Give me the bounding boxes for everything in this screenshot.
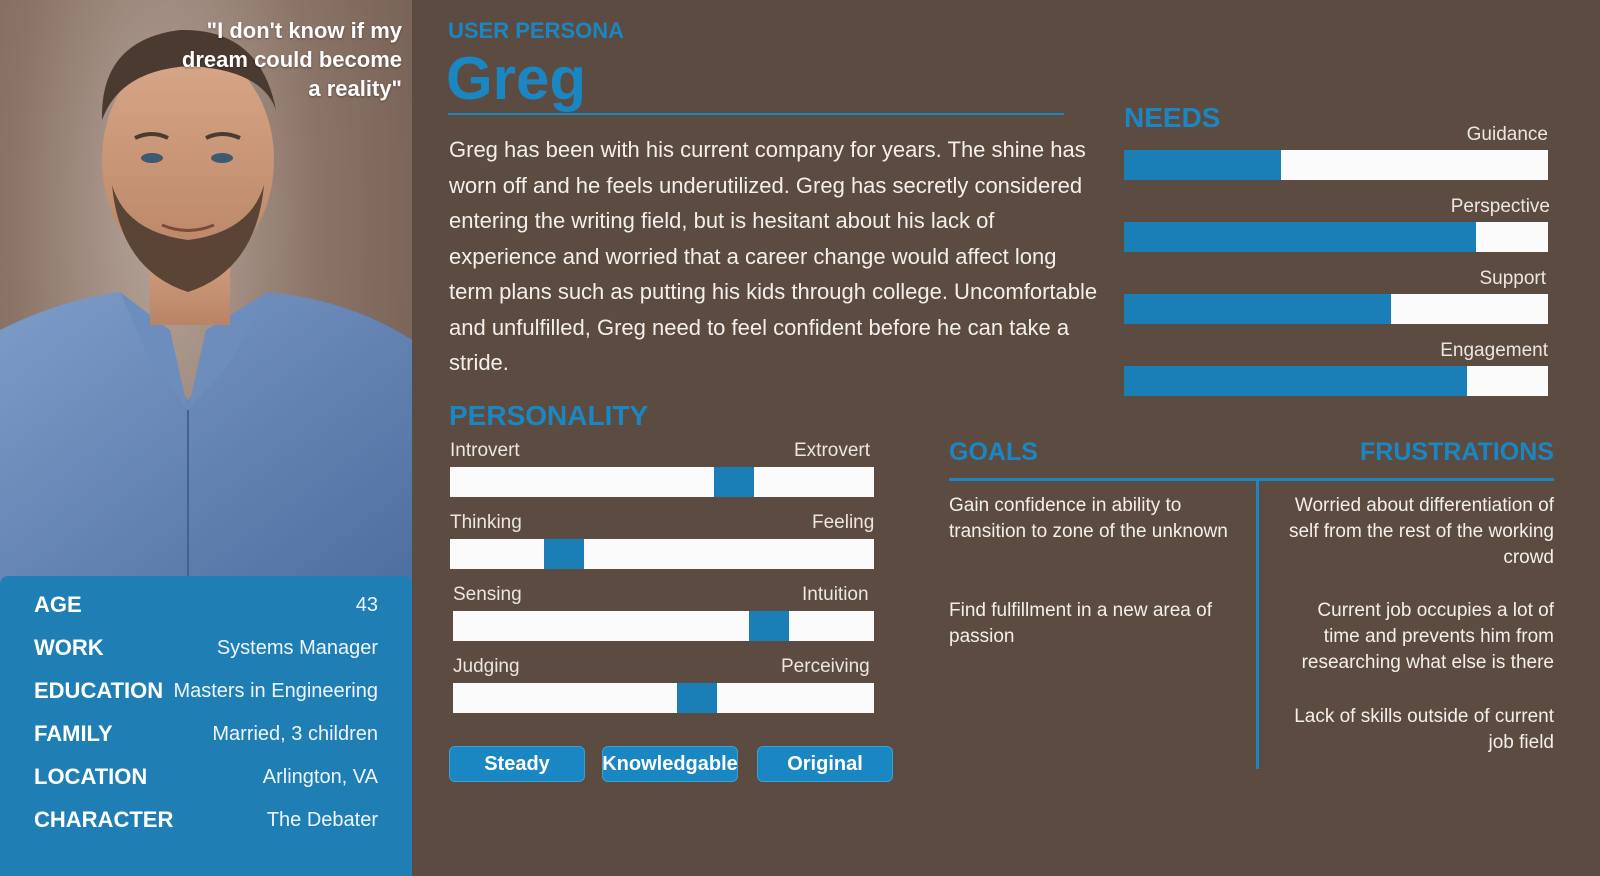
personality-heading: PERSONALITY [449,400,649,431]
trait-tag-steady: Steady [449,746,585,782]
profile-row-education: EDUCATION Masters in Engineering [34,674,378,708]
trait-slider-marker [749,611,789,641]
frustration-item: Lack of skills outside of current job fi… [1294,706,1554,753]
trait-slider [450,539,874,569]
trait-left-label: Judging [453,656,520,677]
trait-tag-original: Original [757,746,893,782]
profile-value: Masters in Engineering [173,679,378,702]
profile-row-family: FAMILY Married, 3 children [34,717,378,751]
frustration-item: Worried about differentiation of self fr… [1288,495,1554,568]
trait-right-label: Perceiving [781,656,870,677]
profile-label: WORK [34,635,104,660]
profile-value: 43 [355,593,378,616]
need-bar [1124,366,1548,396]
goals-frustrations-divider [1256,481,1259,769]
title-divider [448,113,1064,115]
need-bar-fill [1124,150,1281,180]
frustration-item: Current job occupies a lot of time and p… [1301,600,1554,673]
profile-label: FAMILY [34,721,113,746]
profile-label: AGE [34,592,82,617]
trait-right-label: Feeling [812,512,875,533]
profile-row-location: LOCATION Arlington, VA [34,760,378,794]
need-bar [1124,294,1548,324]
goals-heading: GOALS [949,438,1038,466]
need-bar-fill [1124,294,1392,324]
frustrations-heading: FRUSTRATIONS [1360,438,1554,466]
need-label: Support [1479,268,1546,289]
trait-slider-marker [544,539,584,569]
trait-left-label: Thinking [450,512,522,533]
trait-slider [453,611,874,641]
trait-slider-marker [714,467,754,497]
persona-quote: "I don't know if my dream could become a… [181,18,402,101]
goal-item: Find fulfillment in a new area of passio… [949,600,1212,647]
trait-right-label: Extrovert [794,440,871,461]
need-label: Perspective [1450,196,1550,217]
trait-left-label: Introvert [450,440,520,461]
profile-row-character: CHARACTER The Debater [34,803,378,837]
need-label: Engagement [1440,340,1548,361]
trait-left-label: Sensing [453,584,522,605]
need-bar-fill [1124,366,1468,396]
goal-item: Gain confidence in ability to transition… [949,495,1228,542]
profile-value: The Debater [266,808,378,831]
need-bar [1124,222,1548,252]
trait-tag-knowledgable: Knowledgable [602,746,738,782]
trait-slider [453,683,874,713]
need-bar-fill [1124,222,1476,252]
needs-heading: NEEDS [1124,102,1221,133]
need-label: Guidance [1466,124,1548,145]
persona-eyebrow: USER PERSONA [448,18,625,43]
trait-slider-marker [677,683,717,713]
persona-bio: Greg has been with his current company f… [449,137,1098,375]
trait-slider [450,467,874,497]
profile-value: Arlington, VA [262,765,378,788]
profile-row-age: AGE 43 [34,588,378,622]
profile-label: EDUCATION [34,678,164,703]
profile-value: Married, 3 children [212,722,378,745]
need-bar [1124,150,1548,180]
profile-row-work: WORK Systems Manager [34,631,378,665]
profile-info-card: AGE 43 WORK Systems Manager EDUCATION Ma… [0,576,412,876]
persona-portrait-image [0,29,412,600]
goals-frustrations-rule [949,478,1554,481]
persona-name: Greg [446,45,587,112]
profile-label: CHARACTER [34,807,174,832]
persona-photo-panel: "I don't know if my dream could become a… [0,0,412,876]
profile-value: Systems Manager [216,636,378,659]
trait-right-label: Intuition [802,584,869,605]
profile-label: LOCATION [34,764,148,789]
